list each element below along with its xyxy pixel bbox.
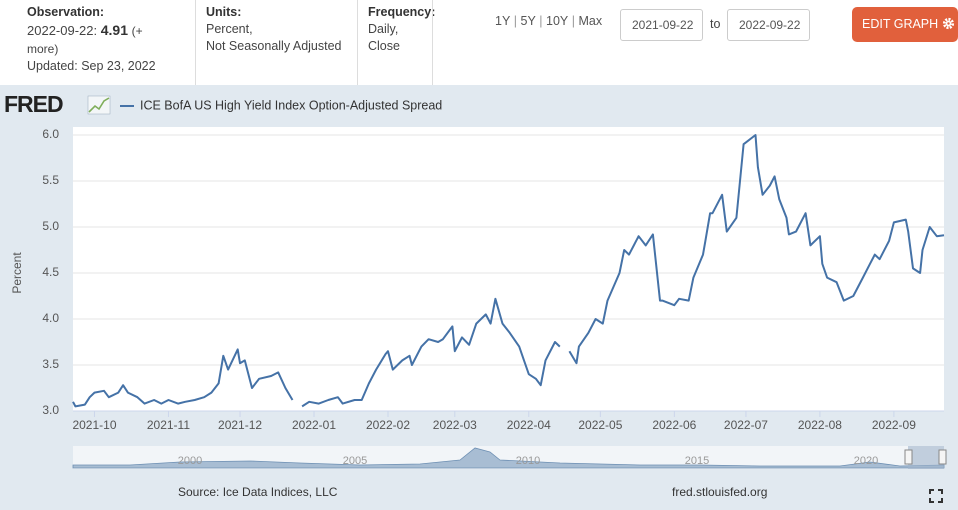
range-button[interactable]: 10Y [546, 14, 569, 28]
units: Percent, [206, 22, 253, 36]
logo-icon [87, 95, 111, 115]
legend-label: ICE BofA US High Yield Index Option-Adju… [140, 98, 442, 112]
navigator-handle[interactable] [938, 449, 947, 465]
navigator-label: 2020 [854, 455, 878, 467]
navigator-selection[interactable] [908, 446, 944, 469]
start-date-input[interactable]: 2021-09-22 [620, 9, 703, 41]
observation-label: Observation: [27, 5, 105, 19]
range-separator: | [535, 14, 546, 28]
y-tick-label: 4.0 [42, 311, 59, 325]
chart: FRED 2000 2005 2010 2015 2020 Source: Ice Da… [0, 85, 958, 510]
range-separator: | [510, 14, 521, 28]
x-tick-label: 2022-06 [652, 418, 696, 432]
x-tick-label: 2022-03 [433, 418, 477, 432]
y-tick-label: 5.5 [42, 173, 59, 187]
range-button[interactable]: Max [578, 14, 603, 28]
updated: Updated: Sep 23, 2022 [27, 59, 156, 73]
to-label: to [710, 17, 721, 31]
observation-value: 4.91 [100, 22, 128, 38]
observation-more[interactable]: (+ more) [27, 24, 143, 56]
separator [357, 0, 358, 85]
x-tick-label: 2021-10 [72, 418, 116, 432]
navigator-shape [72, 447, 945, 469]
x-tick-label: 2021-12 [218, 418, 262, 432]
separator [432, 0, 433, 85]
range-button[interactable]: 1Y [495, 14, 511, 28]
x-tick-label: 2022-02 [366, 418, 410, 432]
x-tick-label: 2022-04 [507, 418, 551, 432]
x-tick-label: 2021-11 [147, 418, 190, 432]
header: Observation: 2022-09-22: 4.91 (+ more) U… [0, 0, 958, 85]
units-label: Units: [206, 5, 242, 19]
end-date-input[interactable]: 2022-09-22 [727, 9, 810, 41]
y-tick-label: 4.5 [42, 265, 59, 279]
site[interactable]: fred.stlouisfed.org [672, 485, 767, 499]
units: Not Seasonally Adjusted [206, 39, 342, 53]
plot-area [73, 127, 944, 411]
x-tick-label: 2022-09 [872, 418, 916, 432]
y-tick-label: 6.0 [42, 127, 59, 141]
frequency-label: Frequency: [368, 5, 436, 19]
gear-icon [942, 17, 954, 30]
edit-graph-button[interactable]: EDIT GRAPH [852, 7, 958, 42]
y-tick-label: 3.0 [42, 403, 59, 417]
navigator-label: 2000 [178, 455, 202, 467]
series-line [72, 134, 945, 408]
range-buttons: 1Y | 5Y | 10Y | Max [495, 13, 602, 30]
navigator-label: 2010 [516, 455, 540, 467]
observation: 2022-09-22: 4.91 (+ more) [27, 22, 167, 58]
y-tick-label: 5.0 [42, 219, 59, 233]
fred-logo: FRED [4, 91, 63, 117]
source: Source: Ice Data Indices, LLC [178, 485, 338, 499]
x-tick-label: 2022-07 [724, 418, 768, 432]
x-tick-label: 2022-08 [798, 418, 842, 432]
frequency: Close [368, 39, 400, 53]
edit-graph-label: EDIT GRAPH [862, 17, 939, 31]
navigator-label: 2005 [343, 455, 367, 467]
range-button[interactable]: 5Y [520, 14, 536, 28]
x-tick-label: 2022-01 [292, 418, 336, 432]
y-axis-label: Percent [10, 252, 24, 294]
frequency: Daily, [368, 22, 399, 36]
x-tick-label: 2022-05 [578, 418, 622, 432]
separator [195, 0, 196, 85]
navigator: 2000 2005 2010 2015 2020 [72, 446, 947, 469]
navigator-handle[interactable] [904, 449, 913, 465]
navigator-label: 2015 [685, 455, 709, 467]
fullscreen-icon[interactable] [929, 489, 943, 503]
observation-date: 2022-09-22: [27, 23, 98, 38]
range-separator: | [568, 14, 579, 28]
y-tick-label: 3.5 [42, 357, 59, 371]
